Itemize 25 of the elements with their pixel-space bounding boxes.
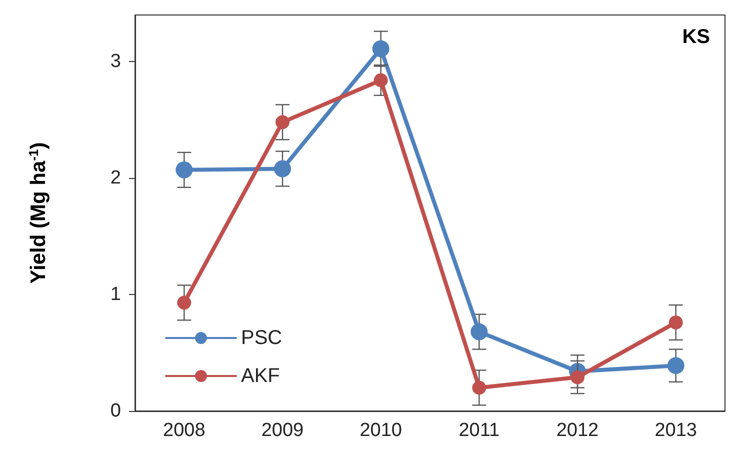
point [274,160,291,178]
legend-label: PSC [241,327,282,349]
y-tick-label: 3 [110,51,121,72]
point [177,296,192,310]
point [176,161,193,178]
point [668,315,683,330]
x-tick-label: 2012 [556,420,599,441]
x-tick-label: 2011 [458,420,500,441]
y-tick-label: 2 [110,168,121,189]
x-tick-label: 2009 [261,420,304,441]
point [667,357,684,374]
x-tick-label: 2008 [163,420,206,441]
point [570,370,584,384]
point [276,115,290,130]
point [374,73,388,88]
point [372,40,390,58]
y-axis-title: Yield (Mg ha-1) [26,142,50,284]
y-tick-label: 0 [110,400,121,422]
x-tick-label: 2010 [360,420,402,441]
y-tick-label: 1 [110,284,121,306]
point [470,323,488,340]
text: KS [682,26,710,48]
x-tick-label: 2013 [654,420,697,441]
point [472,380,486,395]
legend-label: AKF [241,365,280,387]
